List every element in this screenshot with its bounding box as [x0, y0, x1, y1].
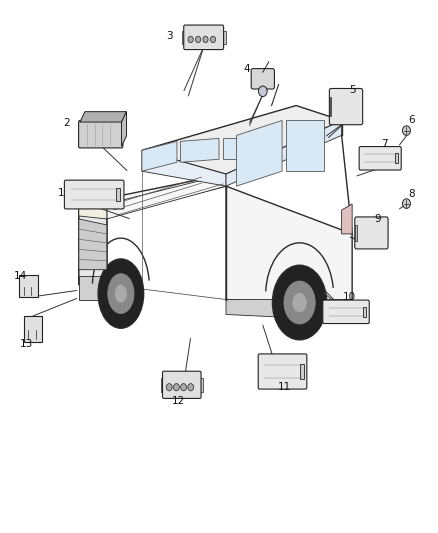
- Text: 11: 11: [278, 383, 291, 392]
- Polygon shape: [226, 186, 352, 305]
- Ellipse shape: [272, 265, 327, 340]
- Polygon shape: [237, 120, 282, 186]
- Polygon shape: [79, 219, 107, 270]
- Circle shape: [188, 36, 193, 43]
- Polygon shape: [286, 120, 324, 171]
- Polygon shape: [226, 120, 342, 186]
- FancyBboxPatch shape: [323, 300, 369, 324]
- Bar: [395, 154, 398, 164]
- Bar: [200, 377, 203, 392]
- Circle shape: [403, 199, 410, 208]
- Text: 5: 5: [349, 85, 356, 94]
- Bar: [330, 97, 332, 116]
- Polygon shape: [342, 204, 352, 234]
- Polygon shape: [79, 174, 226, 285]
- Ellipse shape: [108, 273, 134, 313]
- FancyBboxPatch shape: [359, 147, 401, 170]
- Ellipse shape: [98, 259, 144, 328]
- Bar: [223, 31, 226, 44]
- Text: 12: 12: [172, 396, 185, 406]
- Bar: [116, 188, 120, 201]
- FancyBboxPatch shape: [78, 120, 123, 148]
- Polygon shape: [121, 112, 127, 146]
- Polygon shape: [226, 300, 352, 320]
- Circle shape: [258, 86, 267, 96]
- Ellipse shape: [284, 281, 315, 324]
- Polygon shape: [180, 139, 219, 162]
- Polygon shape: [142, 141, 177, 171]
- Ellipse shape: [115, 285, 127, 302]
- Polygon shape: [223, 139, 247, 159]
- Polygon shape: [80, 112, 127, 122]
- Ellipse shape: [293, 293, 306, 312]
- Polygon shape: [107, 174, 226, 219]
- Circle shape: [203, 36, 208, 43]
- Bar: [300, 364, 304, 379]
- Text: 14: 14: [14, 271, 27, 281]
- Circle shape: [403, 126, 410, 135]
- FancyBboxPatch shape: [258, 354, 307, 389]
- FancyBboxPatch shape: [329, 88, 363, 125]
- Bar: [363, 307, 366, 317]
- Circle shape: [210, 36, 215, 43]
- Bar: [161, 377, 164, 392]
- Polygon shape: [142, 106, 342, 174]
- Text: 13: 13: [20, 339, 33, 349]
- Text: 7: 7: [381, 139, 388, 149]
- Text: 10: 10: [343, 293, 356, 302]
- Text: 6: 6: [408, 115, 415, 125]
- FancyBboxPatch shape: [184, 25, 224, 50]
- Bar: [355, 224, 357, 241]
- Polygon shape: [79, 204, 107, 219]
- Polygon shape: [79, 276, 107, 300]
- Bar: [182, 31, 185, 44]
- Text: 2: 2: [63, 118, 70, 127]
- Circle shape: [166, 384, 172, 391]
- FancyBboxPatch shape: [251, 69, 274, 89]
- Text: 4: 4: [244, 64, 251, 74]
- Text: 1: 1: [58, 188, 65, 198]
- Circle shape: [195, 36, 201, 43]
- Bar: [24, 316, 42, 342]
- Polygon shape: [142, 150, 226, 186]
- FancyBboxPatch shape: [64, 180, 124, 209]
- Text: 8: 8: [408, 189, 415, 199]
- Circle shape: [173, 384, 179, 391]
- FancyBboxPatch shape: [355, 217, 388, 249]
- Text: 9: 9: [374, 214, 381, 223]
- Polygon shape: [79, 204, 107, 285]
- Bar: [19, 275, 38, 297]
- Circle shape: [180, 384, 187, 391]
- FancyBboxPatch shape: [162, 371, 201, 399]
- Circle shape: [188, 384, 194, 391]
- Text: 3: 3: [166, 31, 173, 41]
